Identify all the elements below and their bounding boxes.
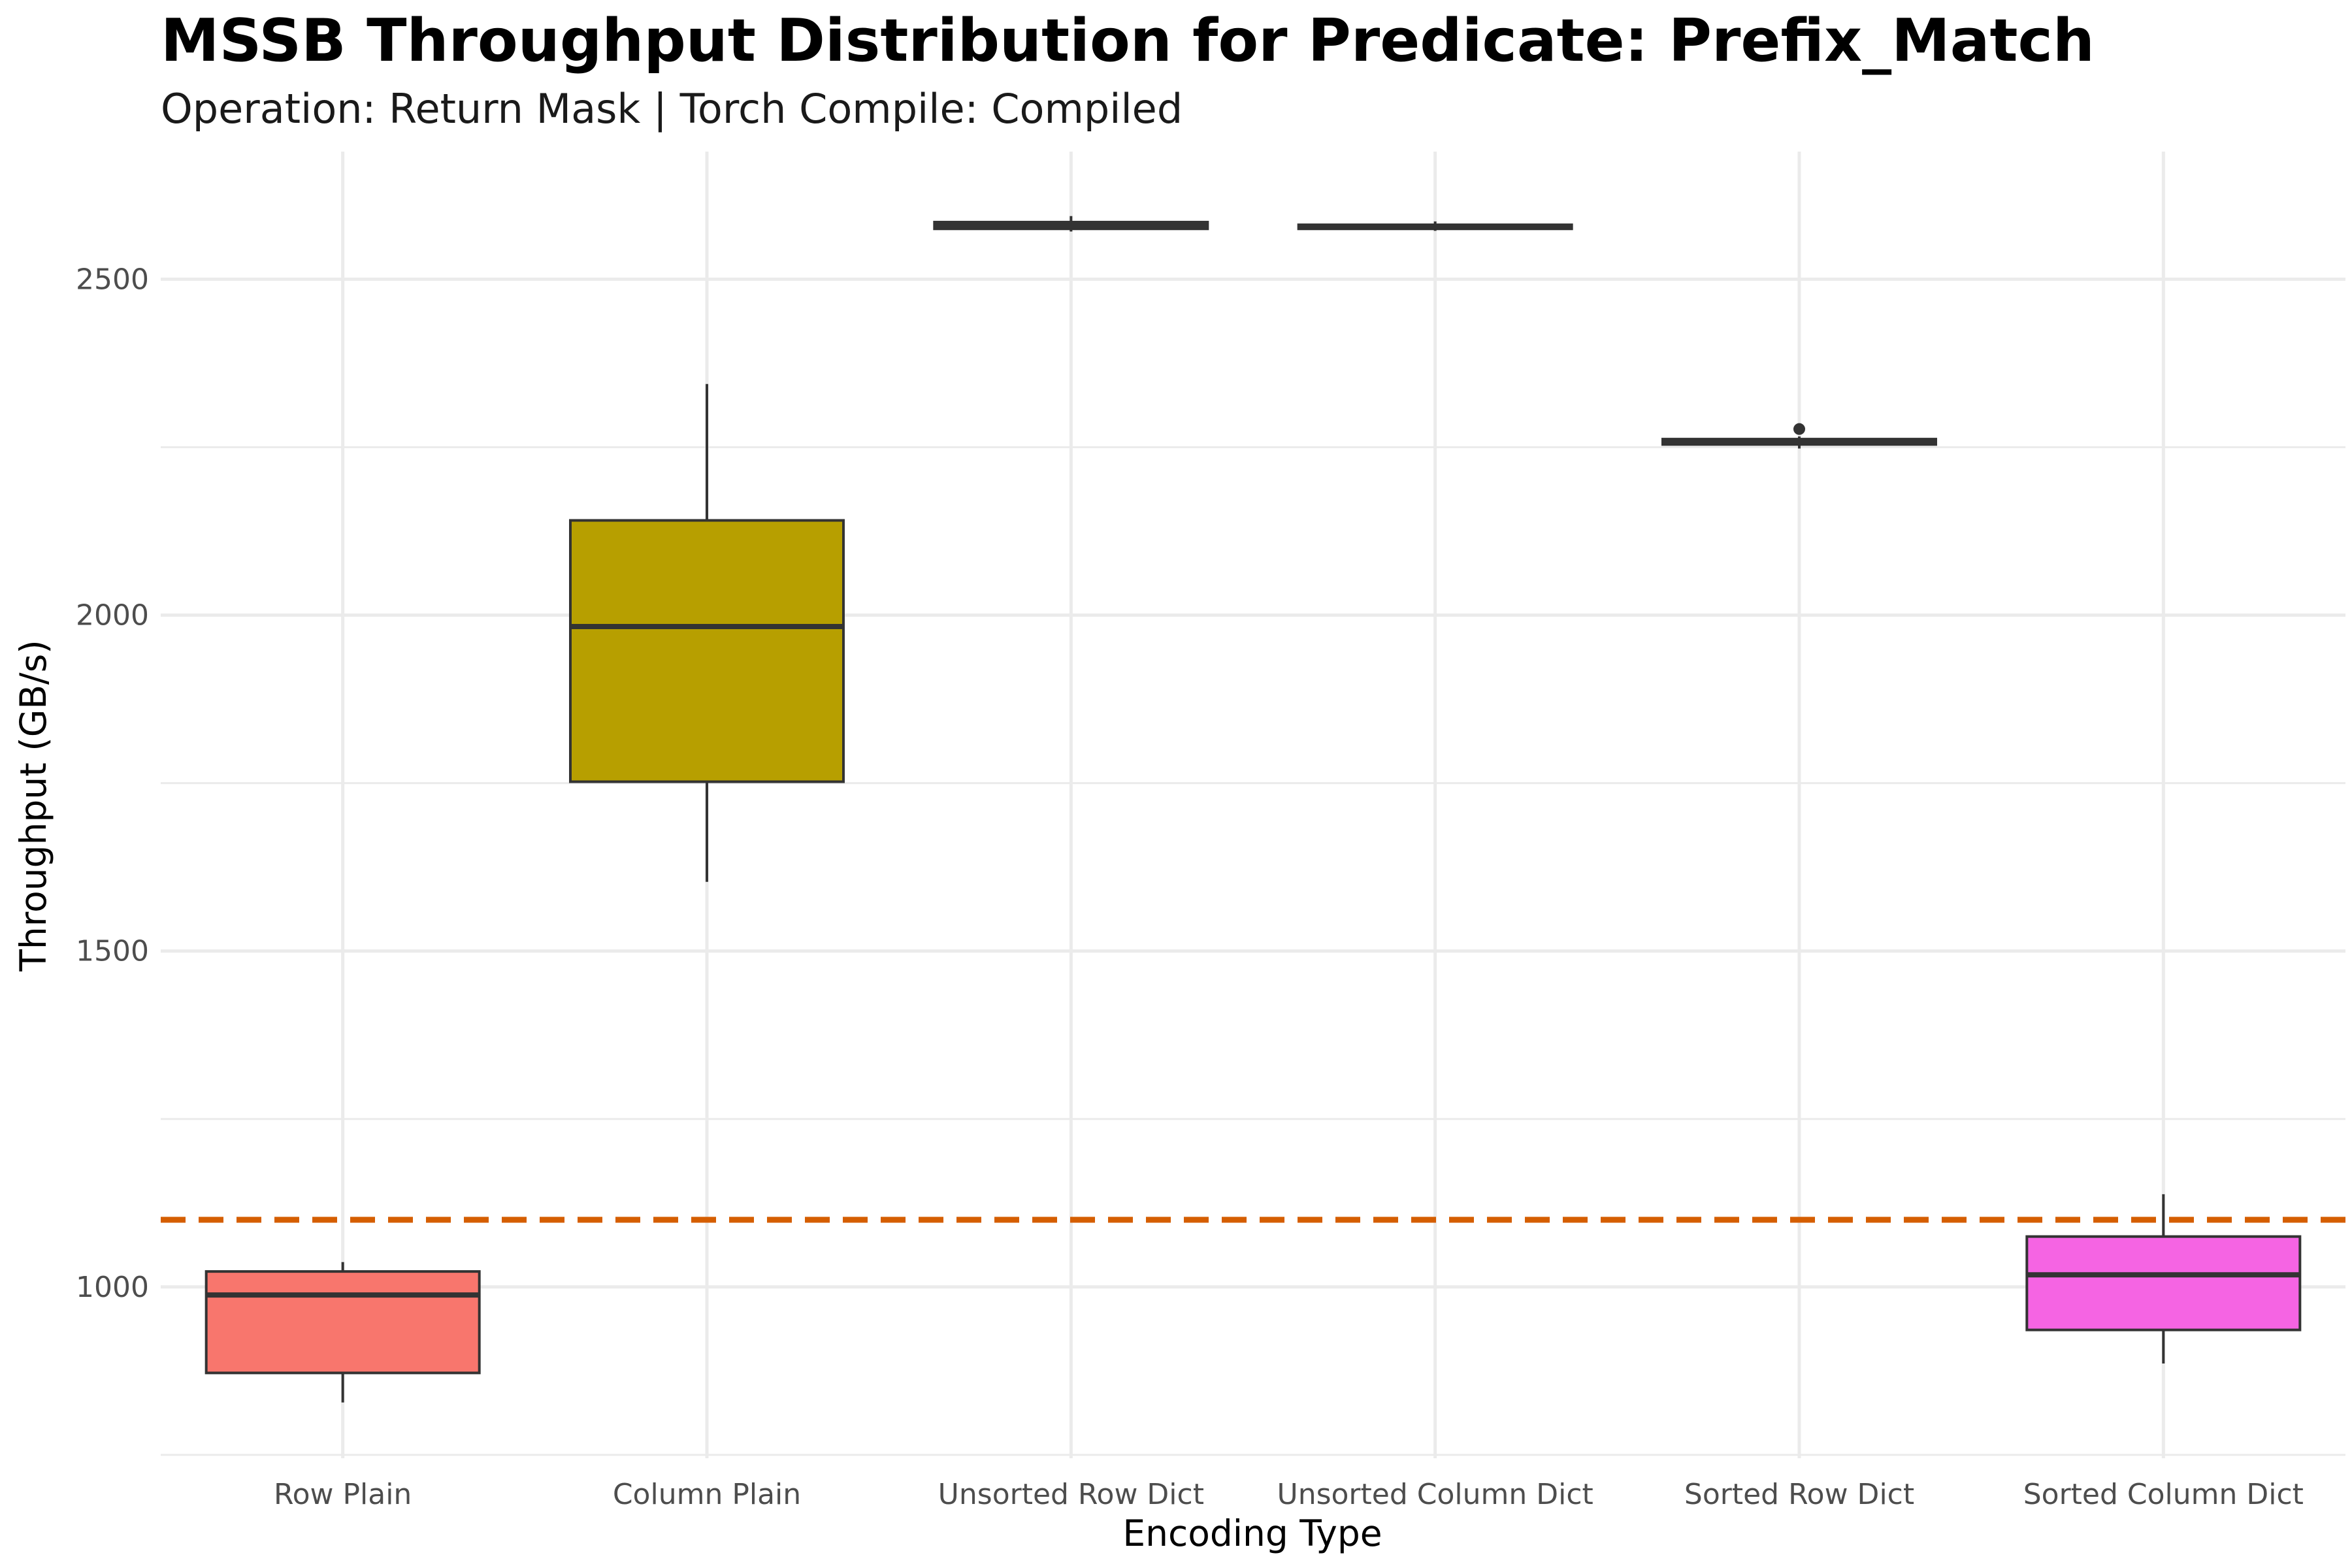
x-tick-label: Sorted Column Dict: [2023, 1478, 2304, 1511]
outlier-point: [1793, 423, 1805, 435]
x-tick-label: Row Plain: [274, 1478, 412, 1511]
x-tick-label: Sorted Row Dict: [1684, 1478, 1914, 1511]
y-tick-label: 2000: [76, 599, 149, 632]
y-axis-label: Throughput (GB/s): [12, 640, 54, 972]
box-body: [204, 1270, 481, 1375]
x-axis-label: Encoding Type: [1122, 1512, 1382, 1554]
y-axis-ticks: 1000 1500 2000 2500: [76, 263, 149, 1303]
chart-title: MSSB Throughput Distribution for Predica…: [161, 7, 2095, 75]
x-tick-label: Unsorted Column Dict: [1277, 1478, 1593, 1511]
grid-lines: [161, 152, 2345, 1458]
box-unsorted-row-dict: [933, 216, 1209, 232]
box-layer: [204, 216, 2302, 1403]
box-column-plain: [569, 384, 845, 882]
y-tick-label: 1500: [76, 935, 149, 968]
box-sorted-row-dict: [1661, 423, 1937, 449]
box-unsorted-column-dict: [1297, 221, 1573, 231]
box-body: [2025, 1235, 2302, 1331]
box-body: [569, 519, 845, 783]
x-tick-label: Column Plain: [613, 1478, 801, 1511]
y-tick-label: 1000: [76, 1271, 149, 1304]
box-sorted-column-dict: [2025, 1194, 2302, 1364]
box-row-plain: [204, 1262, 481, 1403]
x-tick-label: Unsorted Row Dict: [938, 1478, 1204, 1511]
x-axis-ticks: Row Plain Column Plain Unsorted Row Dict Un…: [274, 1478, 2304, 1511]
y-tick-label: 2500: [76, 263, 149, 296]
chart-subtitle: Operation: Return Mask | Torch Compile: …: [161, 85, 1183, 133]
